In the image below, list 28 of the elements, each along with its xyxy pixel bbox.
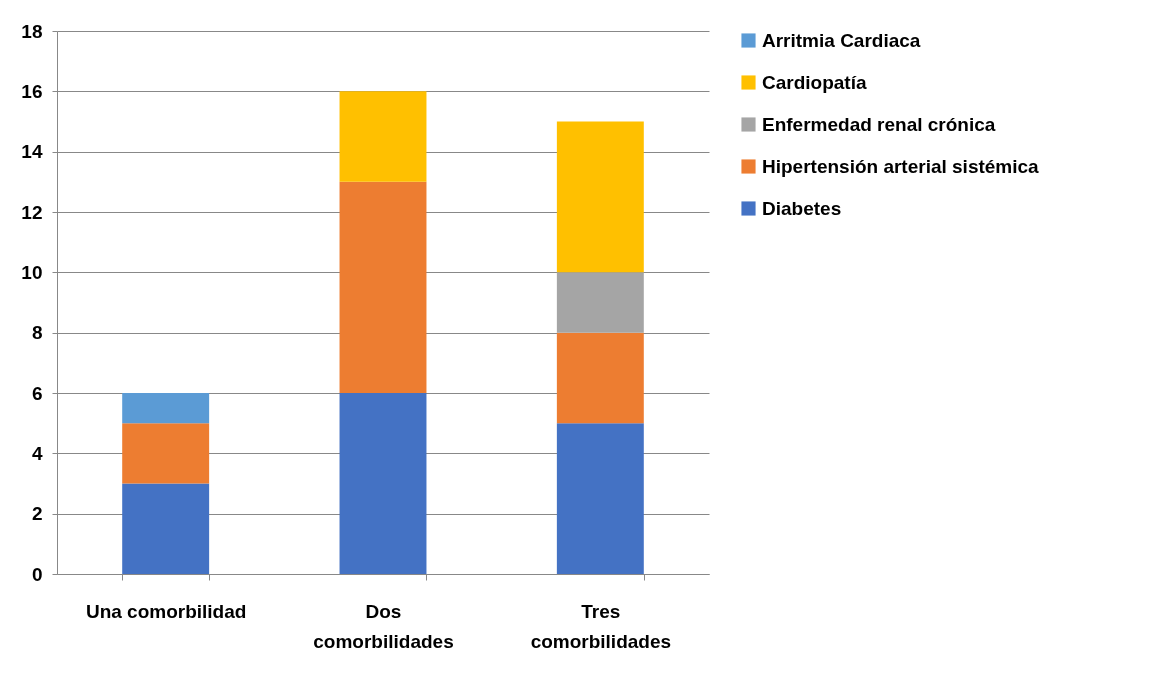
- x-tick-label: Una comorbilidad: [85, 600, 247, 622]
- bar: [339, 393, 427, 574]
- legend-label: Diabetes: [762, 197, 842, 219]
- y-tick-label: 0: [31, 563, 43, 585]
- y-tick-label: 8: [31, 322, 43, 344]
- bar: [556, 272, 644, 333]
- x-tick-label: Tres comorbilidades: [530, 600, 672, 652]
- y-tick-label: 6: [31, 382, 43, 404]
- bar: [122, 423, 210, 484]
- y-tick-label: 16: [21, 80, 43, 102]
- y-tick-label: 12: [21, 201, 43, 223]
- bar: [339, 91, 427, 182]
- bar: [122, 483, 210, 574]
- legend-label: Cardiopatía: [762, 71, 867, 93]
- x-tick-label: Dos comorbilidades: [313, 600, 454, 652]
- bar: [556, 423, 644, 574]
- bar: [556, 121, 644, 273]
- legend-label: Enfermedad renal crónica: [762, 113, 996, 135]
- y-tick-label: 14: [21, 141, 43, 163]
- y-tick-label: 10: [21, 261, 43, 283]
- y-tick-label: 2: [31, 503, 43, 525]
- bar: [122, 393, 210, 424]
- y-tick-label: 4: [31, 442, 43, 464]
- legend-label: Arritmia Cardiaca: [762, 29, 921, 51]
- bar: [556, 332, 644, 424]
- y-tick-label: 18: [21, 20, 43, 42]
- legend-label: Hipertensión arterial sistémica: [762, 155, 1040, 177]
- bar: [339, 181, 427, 393]
